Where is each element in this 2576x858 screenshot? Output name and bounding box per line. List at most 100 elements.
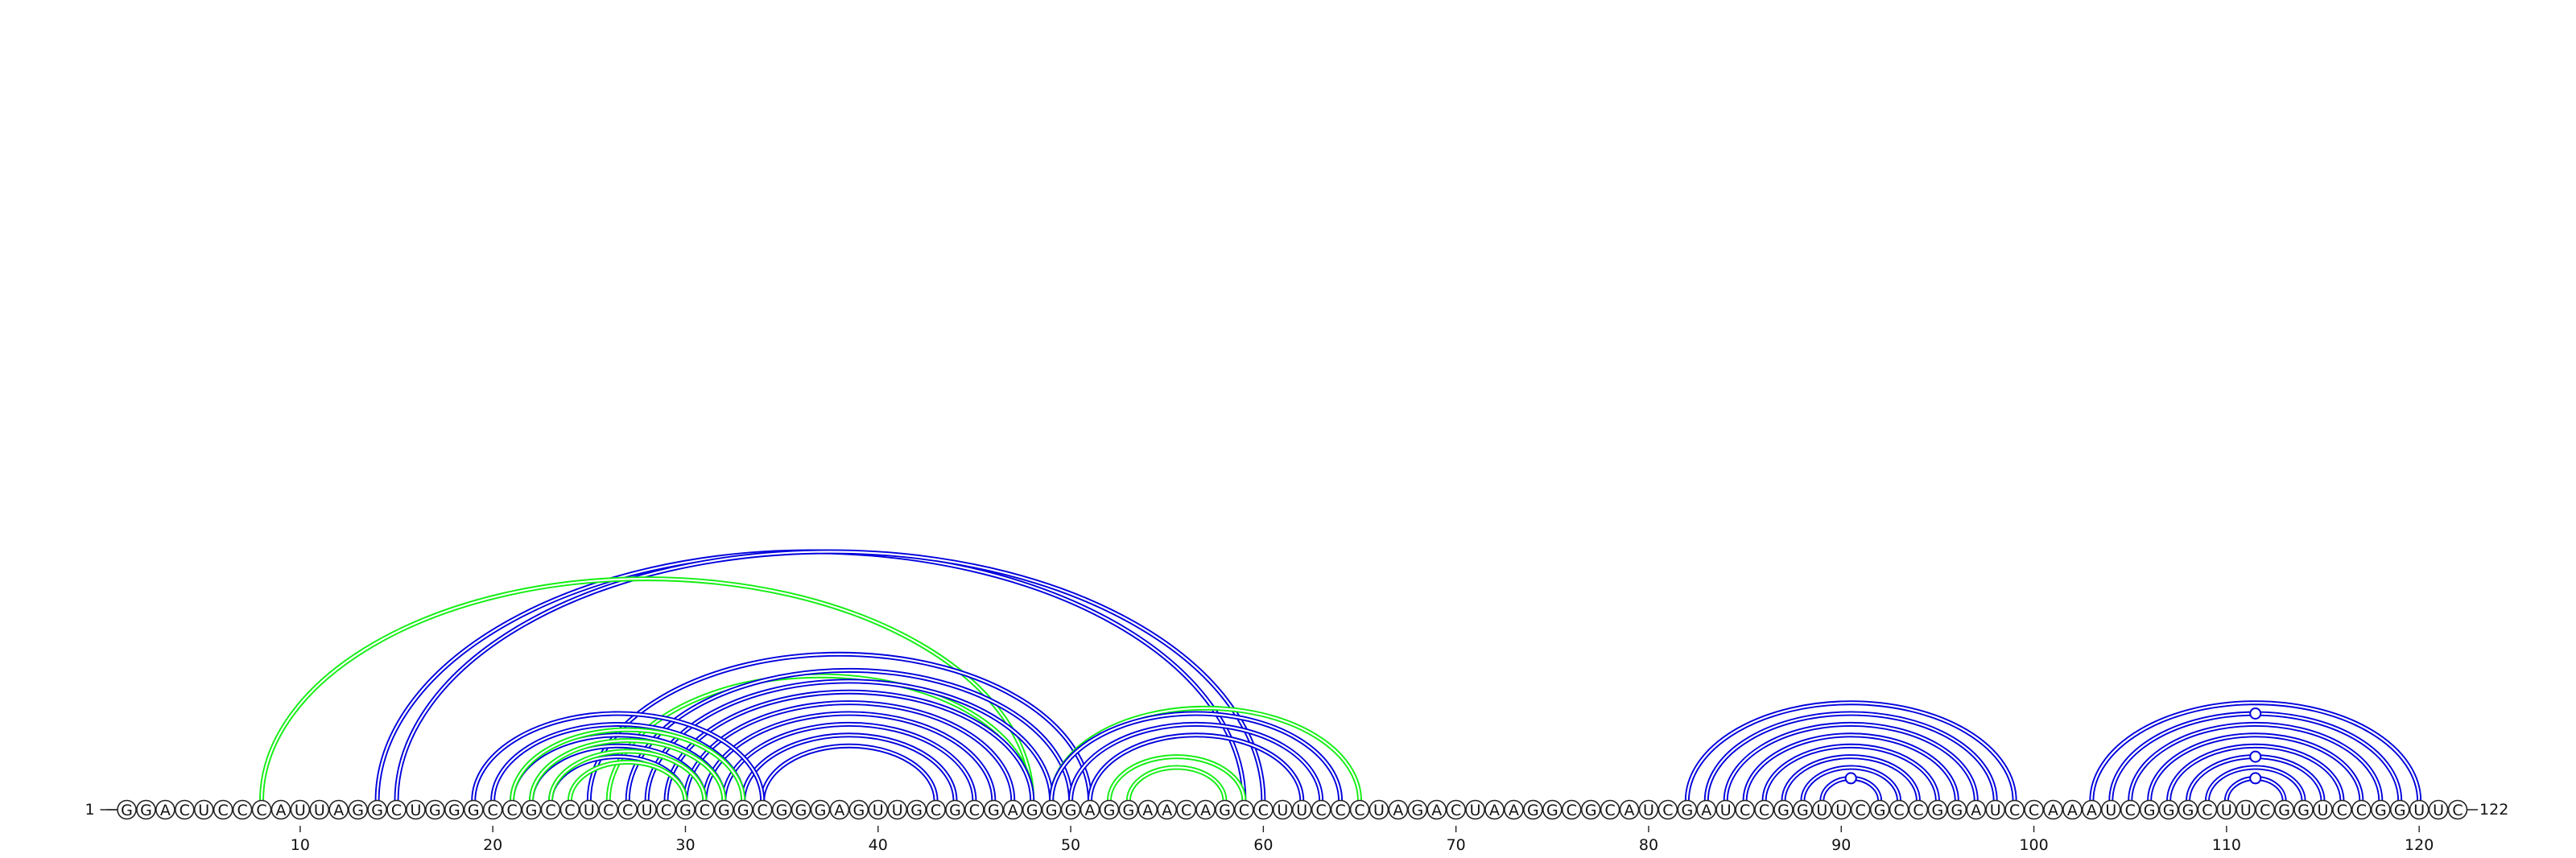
axis-tick-label: 80 [1639,836,1658,854]
nucleotide-circle [2332,799,2352,820]
nucleotide-letter: U [892,802,903,819]
nucleotide-circle [155,799,175,820]
nucleotide-letter: U [2221,802,2232,819]
nucleotide-letter: C [2202,802,2212,819]
nucleotide: A [829,799,850,820]
nucleotide: U [2428,799,2449,820]
nucleotide: U [579,799,600,820]
nucleotide: C [1234,799,1254,820]
nucleotide-letter: C [2356,802,2367,819]
nucleotide-letter: C [1893,802,1904,819]
base-pair-arc [1684,700,2017,802]
nucleotide: G [2274,799,2294,820]
nucleotide-circle [1542,799,1563,820]
nucleotide: C [1330,799,1351,820]
nucleotide-letter: G [1065,802,1077,819]
nucleotide-letter: G [1777,802,1790,819]
nucleotide-letter: G [352,802,364,819]
nucleotide: U [887,799,907,820]
nucleotide-letter: C [1604,802,1615,819]
nucleotide: C [559,799,580,820]
nucleotide-letter: G [429,802,441,819]
nucleotide: G [848,799,869,820]
nucleotide: G [1580,799,1601,820]
nucleotide-letter: A [1008,802,1018,819]
nucleotide-circle [1349,799,1370,820]
nucleotide: A [328,799,349,820]
nucleotide-circle [309,799,330,820]
nucleotide-letter: U [1296,802,1307,819]
nucleotide: C [926,799,946,820]
base-pair-arc-inner [762,745,937,802]
nucleotide-circle [1388,799,1409,820]
nucleotide-circle [1195,799,1216,820]
nucleotide-circle [444,799,464,820]
nucleotide: A [1504,799,1524,820]
nucleotide-circle [1966,799,1987,820]
nucleotide: G [791,799,811,820]
axis-tick-label: 60 [1253,836,1273,854]
nucleotide-circle [1368,799,1389,820]
nucleotide-letter: C [545,802,555,819]
base-pair-arc-inner [1724,723,1977,802]
nucleotide-circle [1889,799,1909,820]
nucleotide: A [1002,799,1023,820]
nucleotide: G [1041,799,1062,820]
nucleotide-circle [848,799,869,820]
base-pair-arc-inner [2091,701,2421,802]
nucleotide: G [425,799,445,820]
base-pair-arc-inner [395,551,1265,802]
nucleotide: U [1985,799,2006,820]
nucleotide-letter: A [1971,802,1981,819]
base-pair-arc-inner [2206,766,2305,802]
nucleotide-circle [1561,799,1582,820]
nucleotide-circle [2004,799,2025,820]
nucleotide-circle [1812,799,1832,820]
nucleotide: G [1060,799,1081,820]
nucleotide: C [174,799,195,820]
nucleotide: U [1812,799,1832,820]
nucleotide-circle [2100,799,2121,820]
nucleotide: G [2178,799,2198,820]
nucleotide: G [117,799,137,820]
nucleotide-circle [2371,799,2391,820]
nucleotide-circle [1118,799,1139,820]
nucleotide-letter: C [2125,802,2136,819]
nucleotide-letter: G [988,802,1000,819]
nucleotide-circle [2447,799,2468,820]
base-pair-arc-inner [1782,756,1920,802]
nucleotide-circle [540,799,561,820]
base-pair-arc-inner [1051,712,1342,802]
nucleotide: G [1118,799,1139,820]
nucleotide-letter: G [1046,802,1058,819]
nucleotide-circle [463,799,484,820]
nucleotide-circle [2293,799,2314,820]
nucleotide-letter: G [949,802,961,819]
nucleotide: C [656,799,676,820]
nucleotide-letter: U [2240,802,2252,819]
nucleotide-letter: A [2087,802,2097,819]
nucleotide-circle [2024,799,2044,820]
nucleotide-circle [752,799,773,820]
nucleotide-circle [290,799,311,820]
noncanonical-pair-marker [1844,772,1857,785]
nucleotide-circle [964,799,985,820]
nucleotide-letter: G [2278,802,2290,819]
nucleotide: C [2351,799,2372,820]
axis-tick-label: 100 [2019,836,2048,854]
nucleotide: G [1793,799,1813,820]
nucleotide: A [1966,799,1987,820]
nucleotide-letter: C [603,802,613,819]
nucleotide-letter: G [1527,802,1539,819]
nucleotide: G [1215,799,1235,820]
axis-tick-label: 30 [675,836,695,854]
nucleotide-circle [598,799,619,820]
nucleotide-letter: G [737,802,749,819]
nucleotide: G [1773,799,1794,820]
nucleotide: C [2024,799,2044,820]
nucleotide-letter: A [1200,802,1211,819]
base-pair-arc-inner [723,723,976,802]
nucleotide-circle [695,799,715,820]
nucleotide-letter: G [1546,802,1558,819]
nucleotide: C [232,799,253,820]
